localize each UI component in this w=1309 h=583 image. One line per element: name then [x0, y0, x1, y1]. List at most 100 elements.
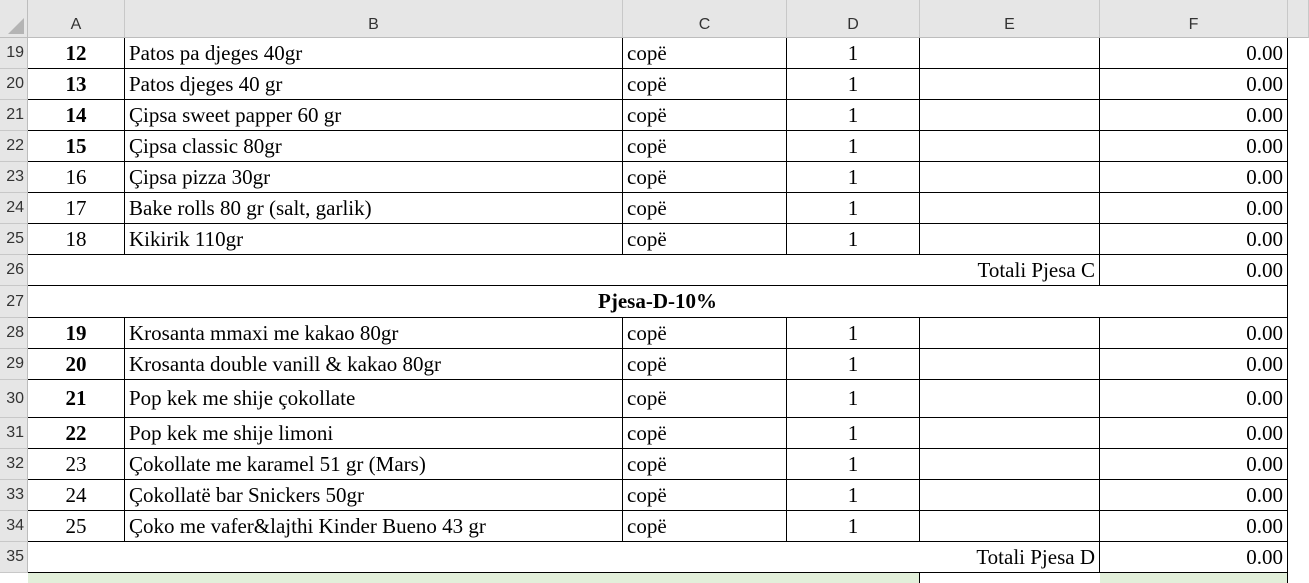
row-header[interactable]: 20 — [0, 69, 28, 100]
section-title[interactable]: Pjesa-D-10% — [28, 286, 1288, 318]
item-quantity[interactable]: 1 — [787, 318, 920, 349]
item-total[interactable]: 0.00 — [1100, 511, 1288, 542]
item-number[interactable]: 17 — [28, 193, 125, 224]
item-name[interactable]: Çokollate me karamel 51 gr (Mars) — [125, 449, 623, 480]
item-name[interactable]: Çipsa sweet papper 60 gr — [125, 100, 623, 131]
item-unit[interactable]: copë — [623, 224, 787, 255]
subtotal-label[interactable]: Totali Pjesa D — [28, 542, 1100, 573]
column-header-extra[interactable] — [1288, 0, 1309, 38]
item-quantity[interactable]: 1 — [787, 480, 920, 511]
item-number[interactable]: 13 — [28, 69, 125, 100]
column-header-E[interactable]: E — [920, 0, 1100, 38]
item-number[interactable]: 19 — [28, 318, 125, 349]
item-price[interactable] — [920, 449, 1100, 480]
item-unit[interactable]: copë — [623, 511, 787, 542]
item-total[interactable]: 0.00 — [1100, 418, 1288, 449]
item-name[interactable]: Çipsa classic 80gr — [125, 131, 623, 162]
subtotal-value[interactable]: 0.00 — [1100, 542, 1288, 573]
column-header-D[interactable]: D — [787, 0, 920, 38]
item-number[interactable]: 22 — [28, 418, 125, 449]
subtotal-value[interactable]: 0.00 — [1100, 255, 1288, 286]
row-header[interactable]: 25 — [0, 224, 28, 255]
item-quantity[interactable]: 1 — [787, 449, 920, 480]
item-quantity[interactable]: 1 — [787, 38, 920, 69]
select-all-corner[interactable] — [0, 0, 28, 38]
item-number[interactable]: 16 — [28, 162, 125, 193]
column-header-B[interactable]: B — [125, 0, 623, 38]
item-number[interactable]: 15 — [28, 131, 125, 162]
item-unit[interactable]: copë — [623, 418, 787, 449]
row-header[interactable]: 34 — [0, 511, 28, 542]
item-price[interactable] — [920, 131, 1100, 162]
item-total[interactable]: 0.00 — [1100, 480, 1288, 511]
item-unit[interactable]: copë — [623, 480, 787, 511]
item-name[interactable]: Bake rolls 80 gr (salt, garlik) — [125, 193, 623, 224]
item-total[interactable]: 0.00 — [1100, 380, 1288, 418]
row-header[interactable]: 21 — [0, 100, 28, 131]
item-name[interactable]: Kikirik 110gr — [125, 224, 623, 255]
item-quantity[interactable]: 1 — [787, 224, 920, 255]
item-quantity[interactable]: 1 — [787, 193, 920, 224]
item-total[interactable]: 0.00 — [1100, 38, 1288, 69]
item-quantity[interactable]: 1 — [787, 69, 920, 100]
item-total[interactable]: 0.00 — [1100, 318, 1288, 349]
item-quantity[interactable]: 1 — [787, 100, 920, 131]
item-quantity[interactable]: 1 — [787, 349, 920, 380]
item-unit[interactable]: copë — [623, 38, 787, 69]
item-total[interactable]: 0.00 — [1100, 224, 1288, 255]
item-price[interactable] — [920, 349, 1100, 380]
item-number[interactable]: 25 — [28, 511, 125, 542]
column-header-A[interactable]: A — [28, 0, 125, 38]
item-unit[interactable]: copë — [623, 380, 787, 418]
item-unit[interactable]: copë — [623, 100, 787, 131]
row-header[interactable]: 23 — [0, 162, 28, 193]
item-quantity[interactable]: 1 — [787, 418, 920, 449]
item-quantity[interactable]: 1 — [787, 162, 920, 193]
item-name[interactable]: Çipsa pizza 30gr — [125, 162, 623, 193]
subtotal-label[interactable]: Totali Pjesa C — [28, 255, 1100, 286]
item-quantity[interactable]: 1 — [787, 511, 920, 542]
item-price[interactable] — [920, 318, 1100, 349]
item-price[interactable] — [920, 162, 1100, 193]
item-name[interactable]: Patos pa djeges 40gr — [125, 38, 623, 69]
row-header[interactable]: 30 — [0, 380, 28, 418]
item-name[interactable]: Pop kek me shije limoni — [125, 418, 623, 449]
item-number[interactable]: 20 — [28, 349, 125, 380]
item-number[interactable]: 18 — [28, 224, 125, 255]
item-price[interactable] — [920, 100, 1100, 131]
item-total[interactable]: 0.00 — [1100, 69, 1288, 100]
item-quantity[interactable]: 1 — [787, 131, 920, 162]
item-number[interactable]: 14 — [28, 100, 125, 131]
item-price[interactable] — [920, 38, 1100, 69]
row-header[interactable]: 35 — [0, 542, 28, 573]
item-price[interactable] — [920, 69, 1100, 100]
row-header[interactable]: 27 — [0, 286, 28, 318]
item-total[interactable]: 0.00 — [1100, 131, 1288, 162]
item-number[interactable]: 24 — [28, 480, 125, 511]
row-header[interactable]: 24 — [0, 193, 28, 224]
column-header-C[interactable]: C — [623, 0, 787, 38]
row-header[interactable]: 22 — [0, 131, 28, 162]
item-number[interactable]: 23 — [28, 449, 125, 480]
item-total[interactable]: 0.00 — [1100, 193, 1288, 224]
row-header[interactable]: 19 — [0, 38, 28, 69]
item-name[interactable]: Patos djeges 40 gr — [125, 69, 623, 100]
item-name[interactable]: Pop kek me shije çokollate — [125, 380, 623, 418]
item-unit[interactable]: copë — [623, 69, 787, 100]
item-price[interactable] — [920, 480, 1100, 511]
row-header[interactable]: 28 — [0, 318, 28, 349]
item-name[interactable]: Çokollatë bar Snickers 50gr — [125, 480, 623, 511]
item-unit[interactable]: copë — [623, 162, 787, 193]
row-header[interactable]: 33 — [0, 480, 28, 511]
item-price[interactable] — [920, 511, 1100, 542]
item-total[interactable]: 0.00 — [1100, 162, 1288, 193]
row-header[interactable]: 32 — [0, 449, 28, 480]
item-name[interactable]: Krosanta double vanill & kakao 80gr — [125, 349, 623, 380]
row-header[interactable]: 31 — [0, 418, 28, 449]
item-unit[interactable]: copë — [623, 131, 787, 162]
item-price[interactable] — [920, 224, 1100, 255]
item-price[interactable] — [920, 418, 1100, 449]
row-header[interactable]: 26 — [0, 255, 28, 286]
item-number[interactable]: 12 — [28, 38, 125, 69]
row-header[interactable]: 29 — [0, 349, 28, 380]
